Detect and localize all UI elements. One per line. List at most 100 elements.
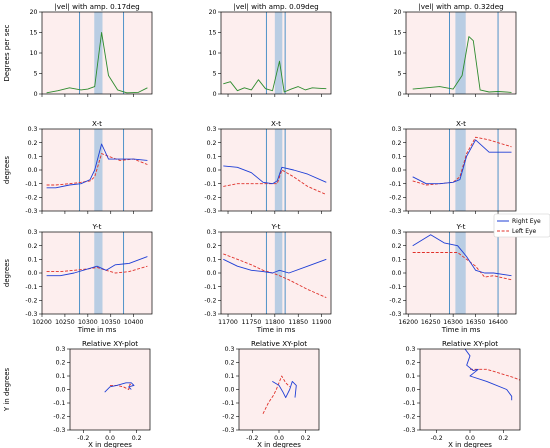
col1-yt-xtick-label: 10250 bbox=[55, 319, 75, 326]
col2-yt-xtick-label: 11900 bbox=[312, 319, 332, 326]
col2-xt-ytick-label: 0.3 bbox=[207, 126, 217, 133]
col1-xt-left-eye-line bbox=[46, 153, 148, 186]
col2-yt-ytick-label: 0.0 bbox=[207, 270, 217, 277]
col3-yt-ytick-label: -0.1 bbox=[389, 284, 401, 291]
col1-yt-left-eye-line bbox=[46, 265, 148, 274]
col2-vel-ytick-label: 5 bbox=[213, 71, 217, 78]
col1-vel-series-line bbox=[46, 32, 148, 94]
col3-yt-ytick-label: 0.2 bbox=[392, 243, 402, 250]
col3-xy-ytick-label: 0.0 bbox=[406, 387, 416, 394]
col3-xt-right-eye-line bbox=[412, 139, 512, 185]
col1-xt-ytick-label: 0.3 bbox=[28, 126, 38, 133]
col2-xy-xtick-label: 0.2 bbox=[301, 435, 311, 442]
col3-vel-ytick-label: 0 bbox=[398, 91, 402, 98]
col3-yt-ytick-label: -0.3 bbox=[389, 311, 401, 318]
col1-xt-right-eye-line bbox=[46, 143, 148, 189]
col1-vel-ytick-label: 10 bbox=[30, 50, 38, 57]
col2-xy-ytick-label: -0.3 bbox=[222, 427, 234, 434]
col3-xy-ytick-label: 0.2 bbox=[406, 360, 416, 367]
col3-vel-saccade-highlight bbox=[455, 12, 466, 94]
col1-yt-ytick-label: 0.0 bbox=[28, 270, 38, 277]
col3-xy-xtick-label: 0.0 bbox=[465, 435, 475, 442]
col3-xy-xtick-label: 0.2 bbox=[498, 435, 508, 442]
col1-vel-ytick-label: 20 bbox=[30, 9, 38, 16]
col3-xy-left-eye-line bbox=[470, 368, 521, 381]
col1-xt-saccade-highlight bbox=[94, 129, 103, 211]
col1-yt-title: Y-t bbox=[92, 222, 102, 231]
col1-xy-ytick-label: 0.2 bbox=[56, 360, 66, 367]
col2-vel-ytick-label: 15 bbox=[209, 30, 217, 37]
col1-yt-saccade-highlight bbox=[94, 232, 103, 314]
col1-xt-title: X-t bbox=[92, 119, 102, 128]
col1-xt-ytick-label: 0.1 bbox=[28, 154, 38, 161]
col1-xy-ytick-label: 0.1 bbox=[56, 373, 66, 380]
col1-yt-xtick-label: 10200 bbox=[32, 319, 52, 326]
col1-vel-ytick-label: 0 bbox=[34, 91, 38, 98]
col2-yt-title: Y-t bbox=[271, 222, 281, 231]
col1-xt-ytick-label: -0.2 bbox=[25, 195, 37, 202]
col2-yt-xtick-label: 11750 bbox=[242, 319, 262, 326]
col1-yt-ytick-label: -0.2 bbox=[25, 298, 37, 305]
col3-xy-right-eye-line bbox=[464, 348, 513, 401]
col3-yt-xtick-label: 16200 bbox=[398, 319, 418, 326]
col2-vel-ytick-label: 0 bbox=[213, 91, 217, 98]
col3-vel-ytick-label: 10 bbox=[394, 50, 402, 57]
col1-xy-ytick-label: -0.1 bbox=[53, 400, 65, 407]
col2-xt-ytick-label: 0.2 bbox=[207, 140, 217, 147]
col1-xy-xtick-label: -0.2 bbox=[77, 435, 89, 442]
col1-yt-xtick-label: 10400 bbox=[124, 319, 144, 326]
col3-yt-xlabel: Time in ms bbox=[441, 326, 481, 334]
col2-xy-ytick-label: 0.1 bbox=[225, 373, 235, 380]
col2-yt-ytick-label: 0.2 bbox=[207, 243, 217, 250]
col1-yt-right-eye-line bbox=[46, 256, 148, 277]
col2-vel-saccade-highlight bbox=[274, 12, 283, 94]
col2-xt-ytick-label: -0.2 bbox=[204, 195, 216, 202]
col2-yt-saccade-highlight bbox=[274, 232, 283, 314]
col2-xy-xlabel: X in degrees bbox=[257, 441, 301, 448]
col3-xt-title: X-t bbox=[456, 119, 466, 128]
col3-yt-xtick-label: 16250 bbox=[421, 319, 441, 326]
col2-xy-xtick-label: 0.0 bbox=[274, 435, 284, 442]
col3-yt-ytick-label: 0.3 bbox=[392, 229, 402, 236]
col1-xt-ytick-label: -0.3 bbox=[25, 208, 37, 215]
col1-vel-ytick-label: 5 bbox=[34, 71, 38, 78]
col3-yt-title: Y-t bbox=[456, 222, 466, 231]
col2-yt-ytick-label: 0.3 bbox=[207, 229, 217, 236]
col2-xy-xtick-label: -0.2 bbox=[246, 435, 258, 442]
col2-yt-xtick-label: 11700 bbox=[218, 319, 238, 326]
col3-xy-title: Relative XY-plot bbox=[442, 339, 498, 348]
col3-xt-ytick-label: 0.0 bbox=[392, 167, 402, 174]
col3-xy-ytick-label: 0.1 bbox=[406, 373, 416, 380]
col3-xt-ytick-label: -0.3 bbox=[389, 208, 401, 215]
col3-xy-xlabel: X in degrees bbox=[448, 441, 492, 448]
col2-yt-ytick-label: -0.2 bbox=[204, 298, 216, 305]
col3-xy-ytick-label: -0.1 bbox=[403, 400, 415, 407]
col1-xy-ytick-label: 0.0 bbox=[56, 387, 66, 394]
col1-xt-ytick-label: -0.1 bbox=[25, 181, 37, 188]
col1-xt-ylabel: degrees bbox=[3, 156, 11, 185]
col2-xt-ytick-label: -0.1 bbox=[204, 181, 216, 188]
col3-vel-ytick-label: 15 bbox=[394, 30, 402, 37]
col3-yt-xtick-label: 16300 bbox=[443, 319, 463, 326]
col1-yt-ylabel: degrees bbox=[3, 259, 11, 288]
legend-right-eye-label: Right Eye bbox=[512, 218, 541, 225]
col2-vel-ytick-label: 20 bbox=[209, 9, 217, 16]
col3-xt-left-eye-line bbox=[412, 136, 512, 186]
col2-xy-ytick-label: 0.2 bbox=[225, 360, 235, 367]
col3-xy-ytick-label: 0.3 bbox=[406, 346, 416, 353]
col1-xy-xtick-label: 0.2 bbox=[132, 435, 142, 442]
col2-xt-left-eye-line bbox=[223, 169, 327, 196]
col2-xt-ytick-label: -0.3 bbox=[204, 208, 216, 215]
col1-xy-xlabel: X in degrees bbox=[88, 441, 132, 448]
col2-yt-right-eye-line bbox=[223, 258, 327, 274]
col2-xy-ytick-label: -0.2 bbox=[222, 414, 234, 421]
col2-xt-ytick-label: 0.0 bbox=[207, 167, 217, 174]
col2-xy-background bbox=[239, 349, 319, 430]
col1-yt-ytick-label: -0.3 bbox=[25, 311, 37, 318]
col2-xy-title: Relative XY-plot bbox=[251, 339, 307, 348]
col1-yt-ytick-label: -0.1 bbox=[25, 284, 37, 291]
col2-xy-left-eye-line bbox=[262, 375, 291, 414]
col1-xy-ytick-label: -0.3 bbox=[53, 427, 65, 434]
col2-xt-saccade-highlight bbox=[274, 129, 283, 211]
col1-xt-ytick-label: 0.2 bbox=[28, 140, 38, 147]
